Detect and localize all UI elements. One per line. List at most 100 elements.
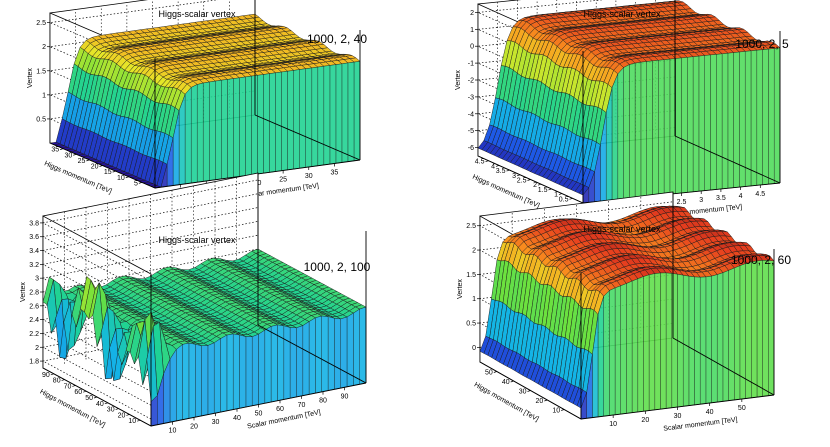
y-tick-label: 30: [64, 152, 72, 159]
surface-cell: [188, 342, 196, 419]
y-tick-label: 20: [91, 164, 99, 171]
z-tick-label: 1.5: [36, 68, 46, 75]
y-tick-label: 0.5: [559, 196, 569, 203]
surface-cell: [197, 82, 204, 183]
parameter-label: 1000, 2, 100: [304, 260, 371, 274]
y-tick: [548, 188, 552, 191]
y-tick: [561, 409, 565, 411]
y-tick: [510, 380, 514, 383]
surface-cell: [745, 261, 752, 399]
z-tick-label: 1: [42, 92, 46, 99]
y-tick: [93, 396, 98, 399]
surface-cell: [289, 327, 297, 399]
y-tick-label: 4.5: [475, 159, 485, 166]
surface-cell: [623, 64, 630, 200]
surface-cell: [609, 287, 616, 416]
plot-title: Higgs-scalar vertex: [158, 235, 236, 245]
surface-cell: [321, 315, 329, 393]
y-tick: [115, 408, 119, 410]
surface-cell: [727, 52, 734, 189]
surface-cell: [768, 48, 775, 185]
x-tick-label: 3.5: [716, 195, 726, 202]
surface-plot-3: 1020304050607080901020304050607080901.82…: [20, 172, 371, 435]
axis-line: [257, 324, 367, 384]
surface-cell: [315, 315, 322, 394]
y-tick: [485, 160, 489, 163]
surface-cell: [226, 333, 234, 412]
z-tick-label: 0.5: [36, 116, 46, 123]
surface-cell: [209, 80, 216, 181]
surface-cell: [711, 274, 718, 403]
surface-cell: [270, 324, 278, 403]
plot-title: Higgs-scalar vertex: [583, 9, 661, 19]
z-tick-label: 2.8: [29, 290, 39, 297]
y-tick: [558, 193, 563, 195]
z-tick-label: -5: [468, 128, 474, 135]
x-tick-label: 10: [169, 428, 177, 435]
axis-box: [49, 0, 361, 189]
z-tick-label: 0.5: [466, 321, 476, 328]
grid-line: [48, 0, 219, 68]
surface-cell: [687, 56, 694, 193]
y-tick-label: 35: [51, 147, 59, 154]
z-tick-label: -2: [468, 78, 474, 85]
y-tick: [60, 148, 64, 150]
surface-cell: [762, 48, 769, 185]
surface-cell: [597, 296, 604, 418]
y-tick: [112, 170, 116, 173]
z-tick-label: 2: [42, 44, 46, 51]
surface-cell: [176, 344, 183, 422]
y-tick-label: 2.5: [517, 178, 527, 185]
surface-cell: [182, 342, 190, 420]
surface-cell: [617, 67, 624, 200]
surface-cell: [648, 273, 655, 411]
axis-line: [674, 135, 781, 184]
surface-cell: [768, 260, 775, 396]
surface-cell: [317, 65, 324, 167]
z-tick-label: 1.8: [29, 359, 39, 366]
z-tick-label: 3.8: [29, 220, 39, 227]
surface-mesh: [479, 205, 775, 420]
y-tick-label: 40: [502, 379, 510, 386]
y-tick: [99, 165, 103, 167]
surface-cell: [728, 267, 735, 401]
y-tick: [516, 174, 521, 177]
surface-cell: [710, 54, 717, 191]
x-tick-label: 25: [279, 177, 287, 184]
surface-cell: [227, 78, 234, 179]
surface-cell: [675, 57, 682, 194]
surface-cell: [341, 62, 349, 163]
y-tick: [138, 182, 142, 184]
z-tick-label: -6: [468, 145, 474, 152]
x-tick-label: 50: [738, 405, 746, 412]
surface-cell: [756, 49, 763, 186]
z-tick-label: 3.4: [29, 248, 39, 255]
surface-cell: [178, 94, 186, 185]
x-tick-label: 40: [706, 409, 714, 416]
surface-cell: [611, 73, 618, 201]
surface-cell: [751, 260, 758, 398]
x-tick-label: 30: [212, 419, 220, 426]
surface-cell: [347, 61, 355, 162]
y-tick-label: 2: [533, 182, 537, 189]
y-tick-label: 90: [42, 372, 50, 379]
y-tick: [537, 183, 542, 186]
surface-mesh: [49, 13, 361, 189]
surface-cell: [631, 278, 638, 413]
surface-cell: [733, 51, 740, 188]
z-tick-label: 1.5: [466, 272, 476, 279]
y-tick: [50, 373, 54, 376]
y-tick: [527, 390, 531, 392]
surface-cell: [704, 54, 711, 191]
x-tick-label: 3: [699, 197, 703, 204]
surface-cell: [334, 318, 341, 390]
surface-cell: [660, 272, 667, 410]
surface-cell: [201, 345, 209, 417]
z-tick-label: 0: [470, 44, 474, 51]
surface-cell: [323, 65, 331, 166]
z-tick-label: -4: [468, 111, 474, 118]
y-tick: [544, 399, 548, 402]
x-tick-label: 30: [674, 413, 682, 420]
surface-cell: [698, 55, 705, 192]
surface-cell: [221, 79, 228, 180]
